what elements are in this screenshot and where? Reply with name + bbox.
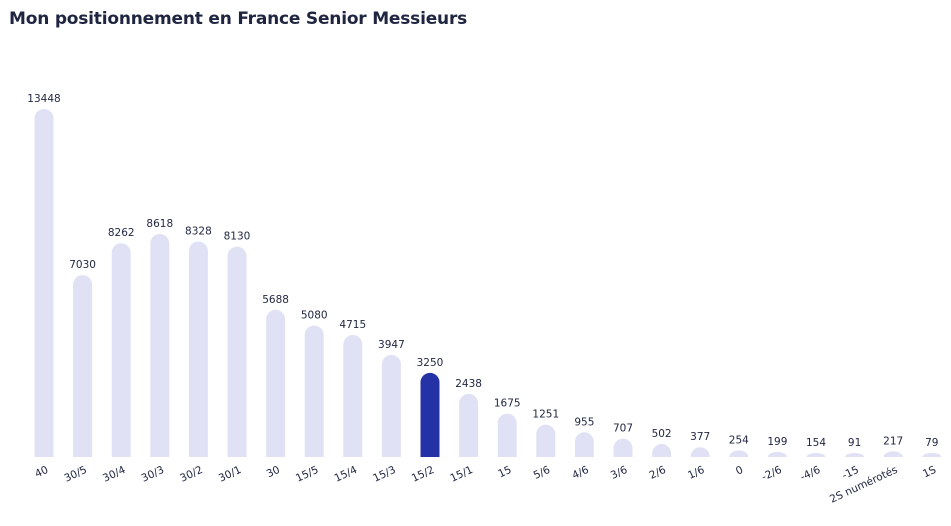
bar-15-1	[459, 393, 479, 457]
bar-2S-num-rot-s	[883, 451, 903, 457]
category-label: 15	[496, 464, 513, 481]
bar--2-6	[767, 451, 787, 457]
bar-30	[266, 309, 286, 457]
value-label: 2438	[455, 378, 482, 390]
category-label: 30/5	[62, 464, 88, 485]
value-label: 5080	[301, 310, 328, 322]
category-label: 30/3	[140, 464, 166, 485]
value-label: 254	[729, 434, 749, 446]
category-label: 5/6	[532, 464, 553, 482]
bar-15-3	[381, 354, 401, 457]
category-label: 0	[734, 464, 745, 478]
value-label: 7030	[69, 259, 96, 271]
bar--15	[845, 453, 865, 457]
bar-0	[729, 450, 749, 457]
bar-40	[34, 109, 54, 457]
bar-30-5	[73, 275, 93, 457]
value-labels-group: 13448 7030 8262 8618 8328 8130 5688 5080 4715 394…	[27, 93, 938, 449]
category-label: 30	[265, 464, 282, 481]
bar-30-1	[227, 246, 247, 457]
category-label: 2S numérotés	[828, 464, 899, 506]
value-label: 217	[883, 435, 903, 447]
category-label: -2/6	[760, 464, 784, 484]
bar-30-4	[111, 243, 131, 457]
category-label: -4/6	[798, 464, 822, 484]
bar-30-3	[150, 233, 170, 457]
category-label: 4/6	[570, 464, 591, 482]
category-labels-group: 40 30/5 30/4 30/3 30/2 30/1 30 15/5 15/4 15/3 15/2…	[33, 464, 938, 506]
category-label: 15/5	[294, 464, 320, 485]
category-label: 30/2	[178, 464, 204, 485]
value-label: 13448	[27, 93, 60, 105]
value-label: 8262	[108, 227, 135, 239]
value-label: 79	[925, 437, 938, 449]
category-label: 2/6	[647, 464, 668, 482]
value-label: 8130	[224, 231, 251, 243]
value-label: 3947	[378, 339, 405, 351]
bar-15	[497, 413, 517, 457]
value-label: 1675	[494, 398, 521, 410]
bar-15-4	[343, 334, 363, 457]
bar-15-2	[420, 372, 440, 457]
value-label: 199	[767, 436, 787, 448]
category-label: 1/6	[686, 464, 707, 482]
category-label: 1S	[921, 464, 938, 481]
value-label: 955	[574, 416, 594, 428]
chart-title: Mon positionnement en France Senior Mess…	[9, 9, 468, 29]
value-label: 4715	[339, 319, 366, 331]
value-label: 8618	[146, 218, 173, 230]
value-label: 91	[848, 437, 861, 449]
value-label: 3250	[417, 357, 444, 369]
category-label: 15/4	[333, 464, 360, 485]
bar-1-6	[690, 447, 710, 457]
bar-30-2	[188, 241, 208, 457]
value-label: 5688	[262, 294, 289, 306]
bar-3-6	[613, 438, 633, 457]
bar-4-6	[574, 432, 594, 457]
category-label: 15/2	[410, 464, 436, 485]
bar-5-6	[536, 424, 556, 457]
value-label: 377	[690, 431, 710, 443]
value-label: 502	[652, 428, 672, 440]
category-label: 30/4	[101, 464, 128, 485]
value-label: 8328	[185, 225, 212, 237]
bar-1S	[922, 453, 942, 457]
bars-group	[34, 109, 942, 457]
category-label: 40	[33, 464, 50, 481]
bar-2-6	[652, 444, 672, 457]
category-label: 15/3	[371, 464, 397, 485]
bar--4-6	[806, 453, 826, 457]
category-label: 30/1	[217, 464, 243, 485]
value-label: 154	[806, 437, 826, 449]
category-label: -15	[840, 464, 861, 482]
bar-15-5	[304, 325, 324, 457]
value-label: 1251	[532, 409, 559, 421]
category-label: 3/6	[609, 464, 630, 482]
value-label: 707	[613, 423, 633, 435]
category-label: 15/1	[448, 464, 474, 485]
